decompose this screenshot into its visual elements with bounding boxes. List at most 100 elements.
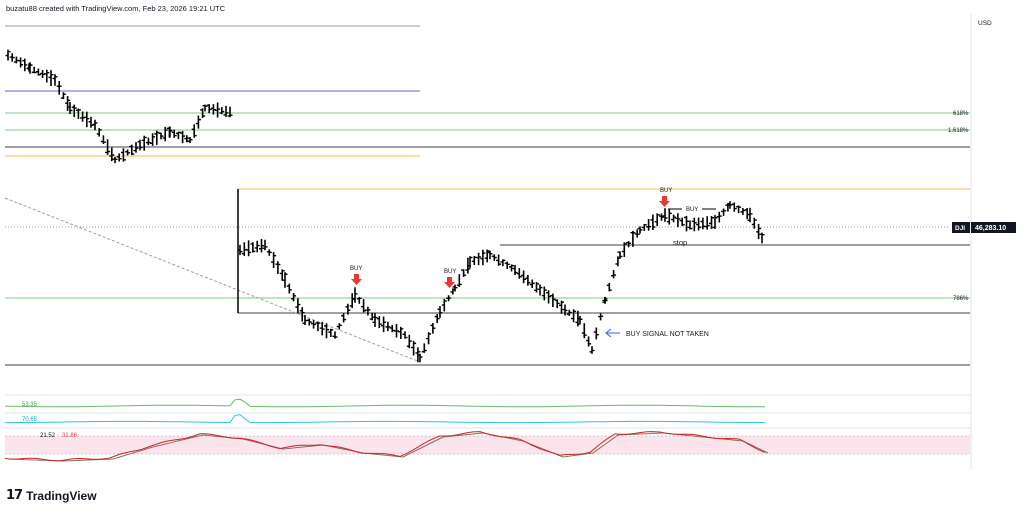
stoch-band — [5, 436, 970, 454]
ohlc-bar — [315, 321, 321, 332]
ohlc-bar — [437, 306, 443, 318]
ohlc-bar — [286, 283, 292, 294]
ohlc-bar — [666, 208, 672, 225]
ohlc-bar — [133, 142, 139, 153]
buy-marker-3: BUY — [659, 188, 672, 207]
ohlc-bar — [471, 255, 477, 266]
ohlc-bar — [684, 215, 689, 232]
ohlc-bar — [254, 240, 260, 253]
ohlc-bar — [319, 321, 325, 336]
ohlc-bar — [18, 57, 24, 68]
fib-label-618: 618% — [953, 111, 969, 117]
ohlc-bar — [516, 268, 522, 279]
level-lines — [4, 25, 970, 366]
ohlc-bar — [700, 217, 706, 230]
ohlc-bar — [376, 316, 382, 329]
ohlc-bar — [671, 214, 677, 223]
indicator-1-value: 53.35 — [22, 402, 38, 408]
ohlc-bar — [662, 208, 668, 222]
ohlc-bar — [534, 281, 539, 293]
ohlc-bar — [434, 313, 440, 323]
ohlc-bar — [92, 119, 98, 131]
ohlc-bar — [223, 105, 229, 117]
ohlc-bar — [48, 70, 54, 87]
ohlc-bar — [202, 104, 208, 112]
ohlc-bar — [654, 213, 660, 227]
ohlc-bar — [593, 327, 599, 340]
ohlc-bar — [709, 215, 714, 229]
ohlc-bar — [84, 111, 90, 128]
ohlc-bar — [417, 353, 423, 363]
ohlc-bar — [704, 216, 710, 230]
buy-level-marker: BUY — [668, 207, 716, 213]
ohlc-bar — [606, 282, 612, 292]
ohlc-bar — [504, 261, 510, 270]
ohlc-bar — [541, 286, 547, 301]
ohlc-bar — [328, 328, 334, 338]
ohlc-bar — [559, 300, 564, 314]
ohlc-bar — [476, 252, 482, 266]
buy-level-label: BUY — [686, 207, 698, 213]
ohlc-bar — [100, 135, 106, 145]
ohlc-bar — [394, 324, 399, 338]
ohlc-bar — [35, 68, 41, 76]
ohlc-bar — [295, 298, 301, 314]
ohlc-bar — [411, 340, 417, 356]
buy-arrow-2 — [444, 277, 455, 288]
ohlc-bar — [150, 133, 156, 146]
ohlc-bar — [311, 320, 317, 329]
ohlc-bar — [529, 279, 535, 289]
tradingview-logo[interactable]: 17 TradingView — [6, 488, 97, 503]
ohlc-bar — [345, 303, 351, 315]
ohlc-bar — [496, 254, 502, 266]
ohlc-bar — [744, 208, 750, 220]
tradingview-logo-text: TradingView — [26, 488, 97, 503]
ohlc-bar — [365, 306, 371, 316]
ohlc-bar — [637, 226, 643, 234]
ohlc-bar — [250, 242, 256, 253]
ohlc-bar — [512, 264, 518, 276]
ohlc-bar — [262, 239, 268, 251]
ohlc-bar — [446, 295, 452, 302]
ohlc-bar — [484, 249, 490, 263]
ohlc-bar — [65, 96, 71, 111]
ohlc-bar — [406, 334, 412, 349]
ohlc-bar — [562, 304, 568, 316]
ohlc-bar — [195, 115, 201, 129]
ohlc-bar — [740, 207, 746, 215]
ohlc-bar — [716, 211, 722, 223]
ohlc-bar — [441, 298, 447, 312]
stoch-d-value: 31.86 — [62, 433, 78, 439]
ohlc-bar — [577, 315, 583, 325]
ohlc-bar — [621, 242, 627, 257]
ohlc-bar — [167, 126, 173, 138]
indicator-2-line — [5, 414, 765, 424]
ohlc-bar — [402, 331, 408, 339]
ohlc-bar — [282, 272, 288, 288]
ohlc-bar — [550, 293, 556, 308]
ohlc-bar — [336, 323, 342, 330]
ohlc-bar — [129, 144, 135, 156]
buy-label-3: BUY — [660, 188, 672, 194]
ohlc-bar — [88, 116, 94, 128]
ohlc-bar — [369, 312, 375, 321]
ohlc-bar — [389, 324, 395, 333]
ohlc-bar — [712, 215, 718, 229]
ohlc-bar — [22, 58, 28, 72]
ohlc-bar — [141, 135, 147, 151]
buy-arrow-1 — [351, 274, 362, 285]
ohlc-bar — [302, 314, 308, 326]
ohlc-bar — [727, 201, 733, 209]
buy-label-2: BUY — [444, 269, 456, 275]
ohlc-bar — [589, 346, 595, 354]
indicator-1-line — [4, 398, 765, 408]
chart-byline: buzatu88 created with TradingView.com, F… — [6, 4, 226, 13]
ohlc-bar — [215, 102, 221, 118]
ohlc-bar — [691, 217, 697, 232]
ohlc-bar — [480, 249, 486, 266]
buy-label-1: BUY — [350, 266, 362, 272]
ohlc-bar — [372, 313, 378, 327]
ohlc-bar — [554, 299, 560, 309]
ohlc-bar — [467, 256, 473, 268]
